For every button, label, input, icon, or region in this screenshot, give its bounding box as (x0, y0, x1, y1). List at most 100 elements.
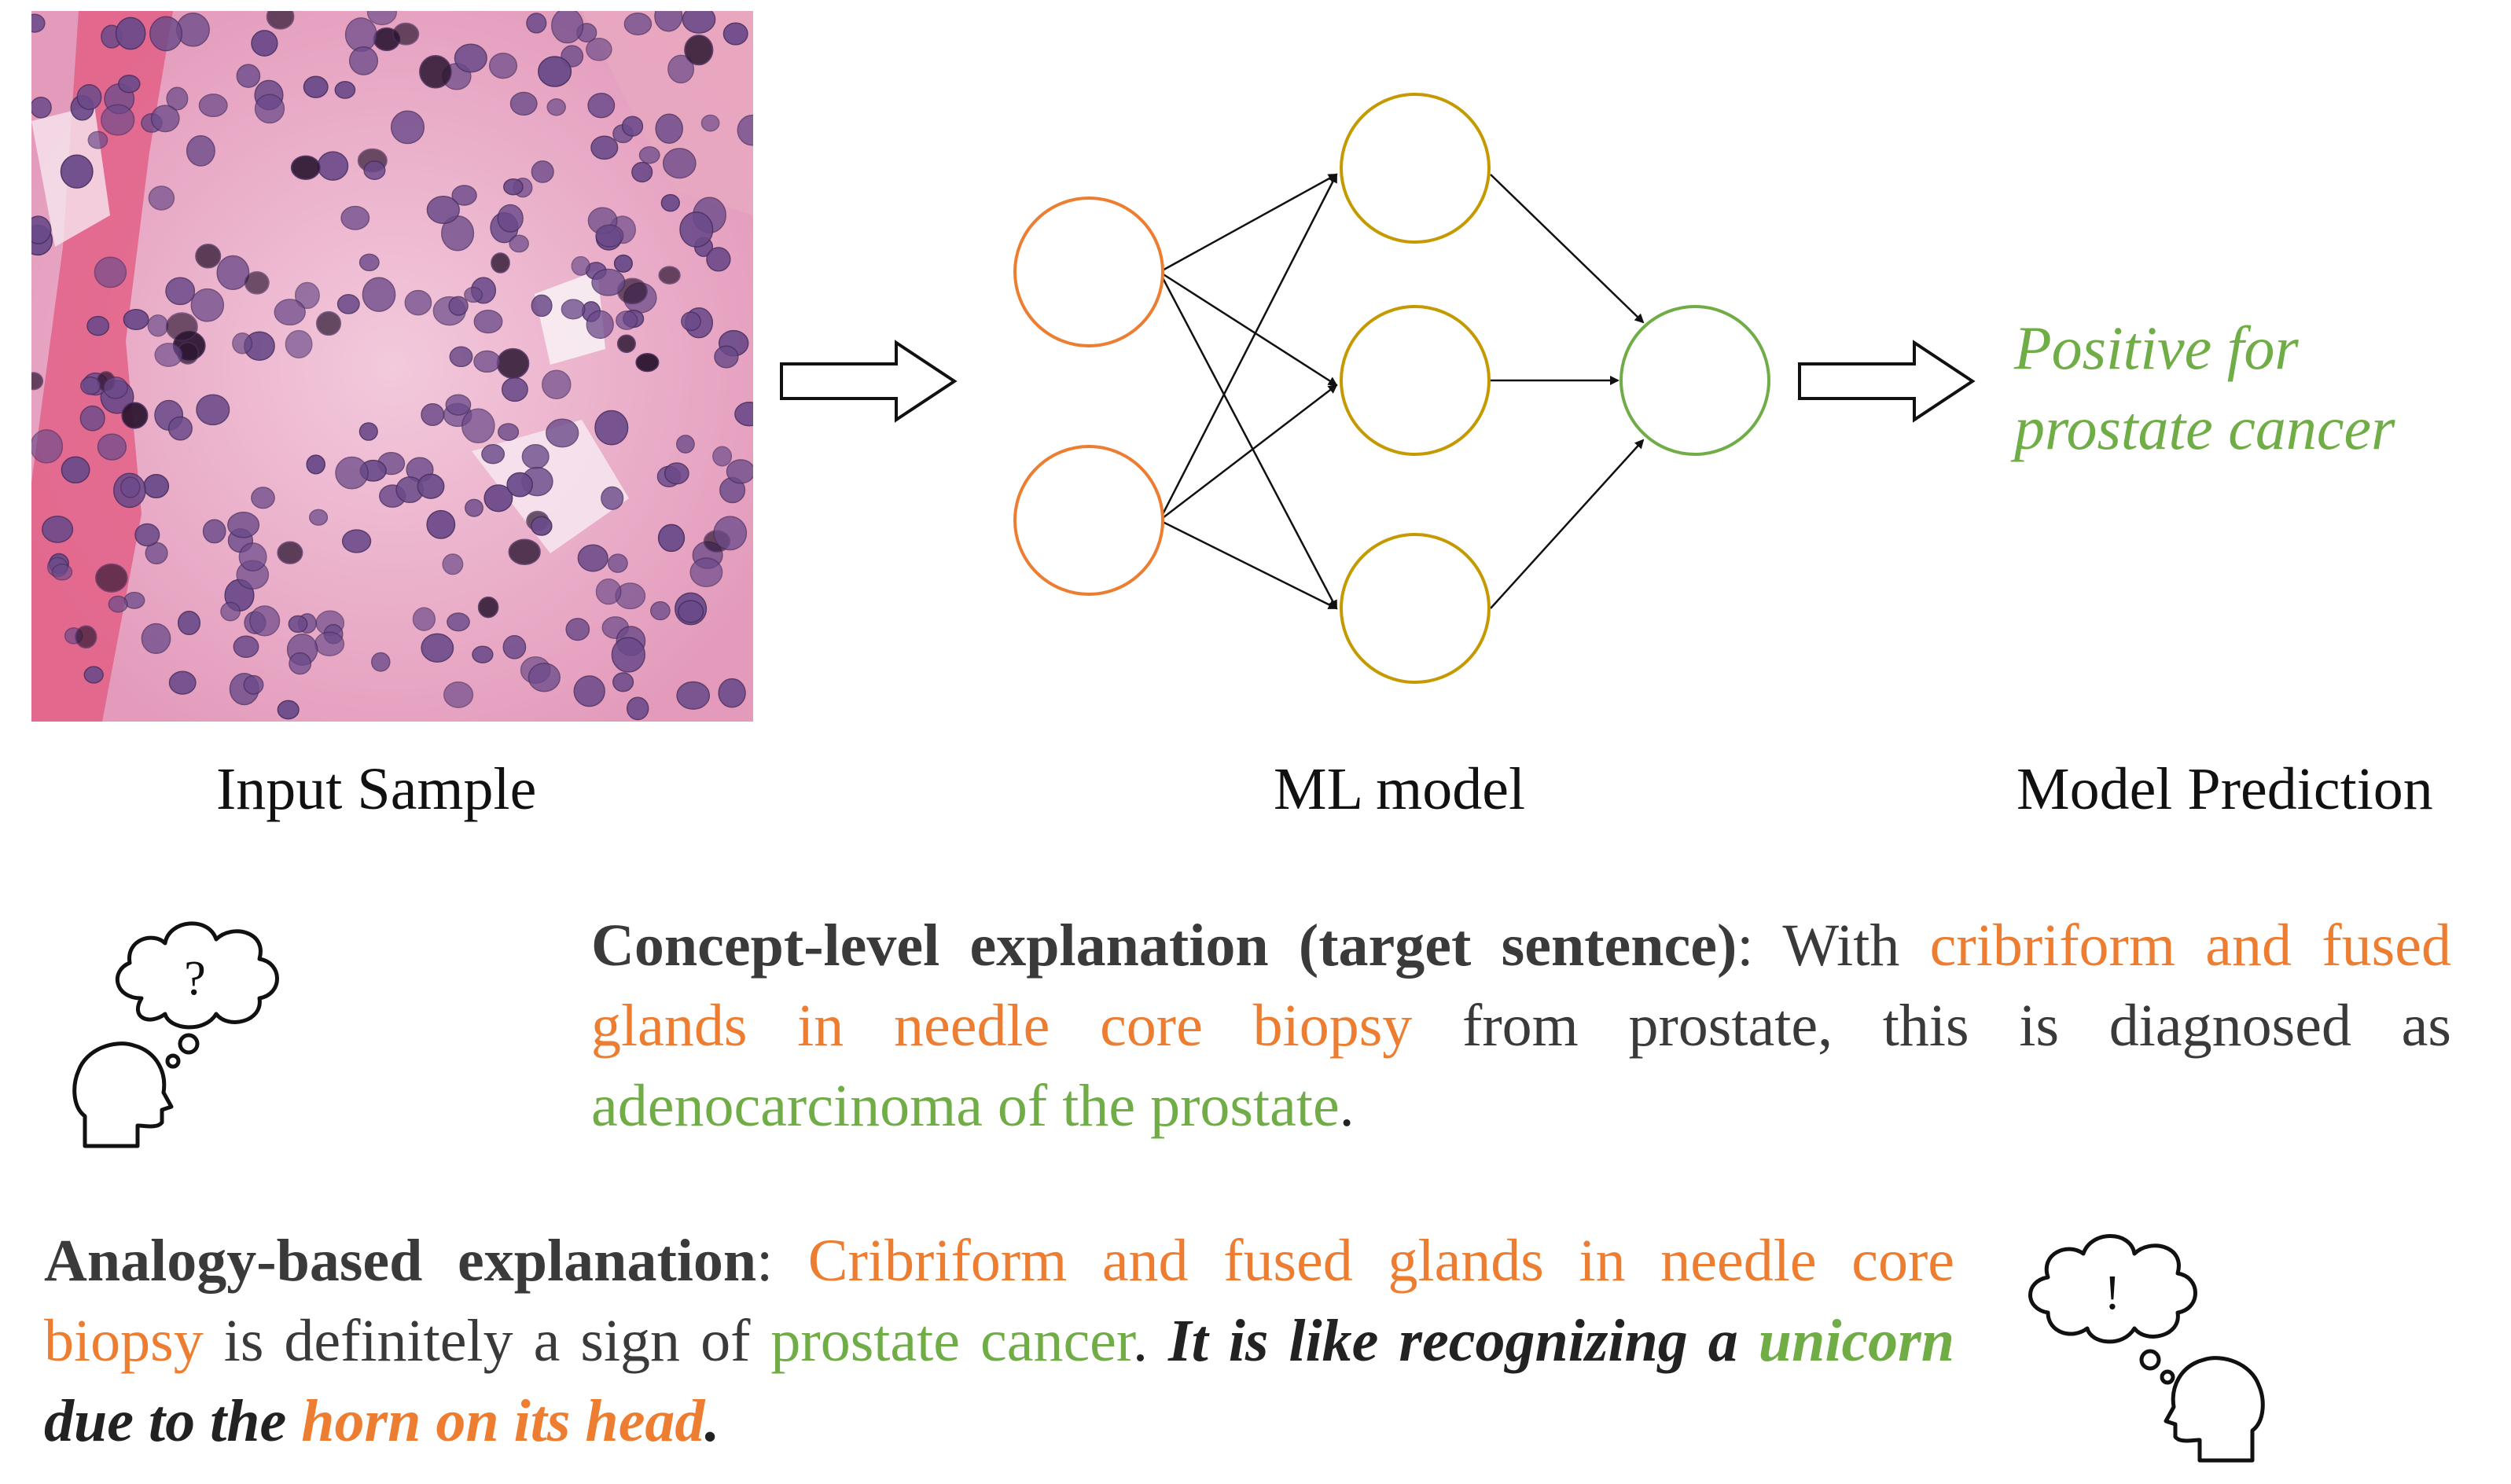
nucleus (154, 343, 183, 367)
nucleus (454, 43, 487, 73)
edge (1490, 174, 1645, 324)
arrow-model-to-prediction (1798, 340, 1976, 423)
nucleus (531, 294, 553, 318)
nucleus (75, 625, 97, 649)
nucleus (141, 623, 171, 655)
nucleus (303, 75, 329, 98)
nucleus (167, 416, 193, 441)
nucleus (531, 160, 554, 183)
nucleus (238, 542, 267, 572)
arrow-input-to-model (780, 340, 958, 423)
nucleus (676, 681, 711, 710)
nucleus (309, 509, 329, 526)
nucleus (538, 56, 572, 87)
nucleus (590, 135, 619, 160)
nucleus (31, 429, 64, 464)
nucleus (473, 309, 503, 334)
nucleus (461, 408, 495, 444)
nucleus (443, 681, 474, 708)
analogy-highlight-diagnosis: prostate cancer (770, 1308, 1134, 1374)
nucleus (83, 666, 104, 684)
nucleus (595, 224, 624, 248)
nucleus (681, 311, 701, 332)
nucleus (168, 670, 197, 695)
nucleus (601, 486, 624, 510)
nucleus (447, 612, 470, 632)
prediction-line-1: Positive for (2014, 314, 2299, 382)
histology-image (31, 11, 753, 722)
analogy-mid-2: . (1133, 1308, 1169, 1374)
nucleus (101, 104, 135, 136)
nucleus (147, 314, 169, 337)
nucleus (488, 52, 518, 79)
nucleus (220, 601, 241, 622)
hidden-node-3 (1340, 533, 1491, 684)
nucleus (734, 402, 753, 427)
nucleus (362, 277, 396, 312)
nucleus (196, 394, 230, 426)
nucleus (165, 312, 198, 342)
edge (1159, 519, 1338, 610)
nucleus (31, 372, 44, 391)
question-mark: ? (184, 952, 206, 1005)
nucleus (251, 30, 278, 57)
concept-highlight-features: cribriform and fused glands in needle co… (591, 913, 2451, 1059)
nucleus (655, 113, 683, 144)
nucleus (612, 672, 634, 692)
nucleus (289, 652, 312, 675)
nucleus (591, 268, 626, 296)
nucleus (341, 529, 372, 553)
nucleus (149, 16, 183, 52)
nucleus (335, 456, 369, 490)
nucleus (202, 519, 226, 544)
nucleus (546, 98, 566, 116)
nucleus (509, 234, 529, 253)
nucleus (573, 675, 605, 707)
nucleus (498, 423, 520, 441)
nucleus (712, 446, 733, 467)
nucleus (87, 130, 108, 149)
nucleus (465, 498, 483, 517)
nucleus (94, 563, 128, 593)
nucleus (31, 96, 52, 119)
nucleus (60, 154, 94, 189)
nucleus (667, 54, 695, 84)
nucleus (366, 11, 397, 26)
analogy-mid-1: is definitely a sign of (203, 1308, 771, 1374)
nucleus (61, 456, 90, 484)
nucleus (371, 652, 391, 672)
nucleus (587, 93, 616, 119)
nucleus (254, 94, 285, 124)
nucleus (195, 244, 222, 269)
nucleus (277, 700, 300, 720)
nucleus (508, 538, 541, 565)
nucleus (251, 487, 275, 509)
nucleus (684, 34, 714, 66)
nucleus (713, 516, 748, 551)
nucleus (726, 459, 753, 484)
nucleus (451, 185, 477, 206)
nucleus (166, 86, 189, 111)
nucleus (722, 22, 748, 46)
edge (1159, 270, 1338, 387)
nucleus (496, 347, 530, 379)
nucleus (236, 64, 261, 88)
caption-input-sample: Input Sample (216, 756, 537, 822)
nucleus (679, 211, 714, 248)
nucleus (426, 196, 460, 224)
concept-end: . (1339, 1073, 1355, 1139)
stroma-region (31, 11, 753, 722)
nucleus (577, 544, 608, 572)
input-node-2 (1013, 445, 1164, 596)
nucleus (546, 418, 579, 448)
nucleus (586, 310, 614, 340)
edge (1159, 173, 1338, 274)
concept-colon: : With (1737, 913, 1930, 979)
nucleus (42, 515, 74, 543)
nucleus (51, 564, 73, 581)
nucleus (491, 252, 510, 274)
nucleus (150, 105, 180, 133)
nucleus (97, 433, 127, 461)
nucleus (501, 377, 528, 402)
